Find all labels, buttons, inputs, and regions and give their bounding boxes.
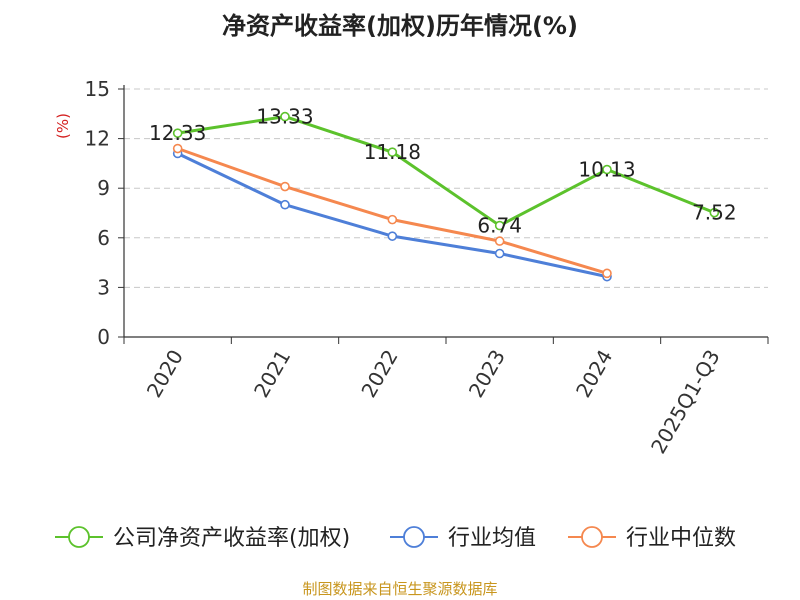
x-tick-label: 2023 <box>464 345 510 401</box>
data-point <box>494 236 505 246</box>
chart-title: 净资产收益率(加权)历年情况(%) <box>222 12 578 40</box>
x-tick-label: 2021 <box>249 346 295 402</box>
legend-marker <box>68 526 90 548</box>
series-line <box>177 147 608 275</box>
legend-label: 行业中位数 <box>626 526 736 551</box>
data-point <box>387 231 398 241</box>
data-point <box>280 199 290 210</box>
data-point <box>602 268 612 279</box>
data-point <box>494 248 505 259</box>
data-point <box>494 220 505 231</box>
y-tick-label: 3 <box>97 275 110 299</box>
legend-label: 行业均值 <box>448 526 536 551</box>
legend-marker <box>581 526 603 548</box>
data-label: 10.13 <box>578 158 635 182</box>
data-point <box>280 181 290 192</box>
data-label: 12.33 <box>149 121 206 145</box>
y-tick-label: 0 <box>97 325 110 349</box>
data-label: 6.74 <box>477 214 522 238</box>
data-point <box>172 143 183 154</box>
data-point <box>387 147 398 157</box>
y-tick-label: 6 <box>97 226 110 250</box>
y-tick-label: 9 <box>97 176 110 200</box>
data-point <box>602 164 612 175</box>
x-tick-label: 2025Q1-Q3 <box>646 346 725 458</box>
y-tick-label: 12 <box>85 127 110 151</box>
legend-label: 公司净资产收益率(加权) <box>113 526 350 551</box>
data-point <box>709 207 720 218</box>
data-source-note: 制图数据来自恒生聚源数据库 <box>302 580 498 598</box>
series-line <box>177 115 715 228</box>
x-tick-label: 2024 <box>571 346 617 402</box>
y-axis-label: (%) <box>54 113 72 139</box>
x-tick-label: 2020 <box>142 346 188 402</box>
data-point <box>280 111 290 122</box>
data-point <box>172 128 183 138</box>
y-tick-label: 15 <box>85 77 110 101</box>
data-label: 11.18 <box>364 140 421 164</box>
legend-marker <box>403 526 425 548</box>
data-label: 13.33 <box>256 105 313 129</box>
x-tick-label: 2022 <box>356 346 402 402</box>
data-point <box>387 214 398 225</box>
data-label: 7.52 <box>692 201 737 225</box>
